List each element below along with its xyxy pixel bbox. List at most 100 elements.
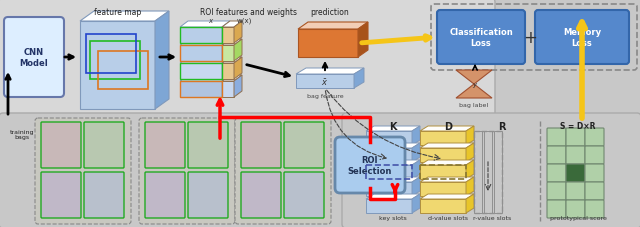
Polygon shape — [222, 40, 230, 62]
Polygon shape — [466, 177, 474, 196]
Polygon shape — [222, 40, 242, 46]
FancyBboxPatch shape — [4, 18, 64, 98]
Polygon shape — [180, 22, 230, 28]
Polygon shape — [180, 82, 222, 98]
Polygon shape — [420, 160, 474, 165]
Polygon shape — [420, 148, 466, 162]
Polygon shape — [234, 40, 242, 62]
Polygon shape — [222, 46, 234, 62]
Polygon shape — [366, 177, 420, 182]
Polygon shape — [366, 182, 412, 196]
Text: $\bar{x}$: $\bar{x}$ — [321, 77, 328, 88]
Bar — [494, 131, 502, 213]
Polygon shape — [420, 182, 466, 196]
Text: y: y — [472, 82, 476, 88]
FancyBboxPatch shape — [535, 11, 629, 65]
Text: prediction: prediction — [310, 8, 349, 17]
FancyBboxPatch shape — [566, 182, 585, 200]
Polygon shape — [420, 199, 466, 213]
Polygon shape — [222, 76, 230, 98]
Polygon shape — [155, 12, 169, 109]
Text: CNN
Model: CNN Model — [20, 48, 49, 67]
Bar — [474, 131, 482, 213]
Polygon shape — [298, 23, 368, 30]
FancyBboxPatch shape — [235, 118, 331, 224]
Polygon shape — [412, 160, 420, 179]
FancyBboxPatch shape — [84, 172, 124, 218]
Polygon shape — [180, 46, 222, 62]
FancyBboxPatch shape — [145, 172, 185, 218]
FancyBboxPatch shape — [566, 146, 585, 164]
Polygon shape — [466, 143, 474, 162]
Text: Classification
Loss: Classification Loss — [449, 28, 513, 47]
Polygon shape — [366, 148, 412, 162]
FancyBboxPatch shape — [241, 122, 281, 168]
Polygon shape — [234, 76, 242, 98]
FancyBboxPatch shape — [284, 122, 324, 168]
Text: key slots: key slots — [379, 215, 407, 220]
Text: K: K — [389, 121, 397, 131]
Polygon shape — [222, 28, 234, 44]
FancyBboxPatch shape — [585, 164, 604, 182]
Polygon shape — [222, 22, 242, 28]
Text: ROI
Selection: ROI Selection — [348, 156, 392, 175]
Polygon shape — [366, 165, 412, 179]
FancyBboxPatch shape — [547, 146, 566, 164]
Text: bag label: bag label — [460, 103, 488, 108]
Polygon shape — [366, 126, 420, 131]
Polygon shape — [358, 23, 368, 58]
Text: training
bags: training bags — [10, 129, 35, 140]
FancyBboxPatch shape — [188, 172, 228, 218]
Polygon shape — [222, 82, 234, 98]
Bar — [420, 165, 466, 179]
FancyBboxPatch shape — [566, 164, 585, 182]
Polygon shape — [180, 40, 230, 46]
Bar — [366, 165, 412, 179]
Polygon shape — [234, 22, 242, 44]
Polygon shape — [466, 126, 474, 145]
Polygon shape — [234, 58, 242, 80]
Polygon shape — [180, 64, 222, 80]
FancyBboxPatch shape — [547, 200, 566, 218]
Polygon shape — [222, 64, 234, 80]
FancyBboxPatch shape — [335, 137, 405, 193]
Polygon shape — [366, 131, 412, 145]
Polygon shape — [222, 22, 230, 44]
FancyBboxPatch shape — [566, 200, 585, 218]
Polygon shape — [366, 199, 412, 213]
Polygon shape — [296, 69, 364, 75]
Text: w(x): w(x) — [236, 18, 252, 24]
Polygon shape — [420, 194, 474, 199]
Text: feature map: feature map — [94, 8, 141, 17]
Polygon shape — [456, 71, 492, 99]
Text: prototypical score: prototypical score — [550, 215, 607, 220]
Polygon shape — [420, 177, 474, 182]
FancyBboxPatch shape — [241, 172, 281, 218]
FancyBboxPatch shape — [188, 122, 228, 168]
Text: d-value slots: d-value slots — [428, 215, 468, 220]
Text: r-value slots: r-value slots — [473, 215, 511, 220]
FancyBboxPatch shape — [145, 122, 185, 168]
Polygon shape — [180, 28, 222, 44]
Polygon shape — [354, 69, 364, 89]
FancyBboxPatch shape — [41, 122, 81, 168]
Polygon shape — [80, 12, 169, 22]
Polygon shape — [466, 194, 474, 213]
Text: ROI features and weights: ROI features and weights — [200, 8, 296, 17]
Text: Memory
Loss: Memory Loss — [563, 28, 601, 47]
Polygon shape — [412, 126, 420, 145]
FancyBboxPatch shape — [547, 164, 566, 182]
FancyBboxPatch shape — [0, 114, 347, 227]
Polygon shape — [180, 76, 230, 82]
Text: S = D×R: S = D×R — [560, 121, 596, 131]
Polygon shape — [366, 160, 420, 165]
FancyBboxPatch shape — [547, 128, 566, 146]
FancyBboxPatch shape — [342, 114, 640, 227]
Polygon shape — [180, 58, 230, 64]
Polygon shape — [222, 58, 230, 80]
Polygon shape — [366, 143, 420, 148]
Text: D: D — [444, 121, 452, 131]
FancyBboxPatch shape — [84, 122, 124, 168]
FancyBboxPatch shape — [547, 182, 566, 200]
Polygon shape — [420, 165, 466, 179]
